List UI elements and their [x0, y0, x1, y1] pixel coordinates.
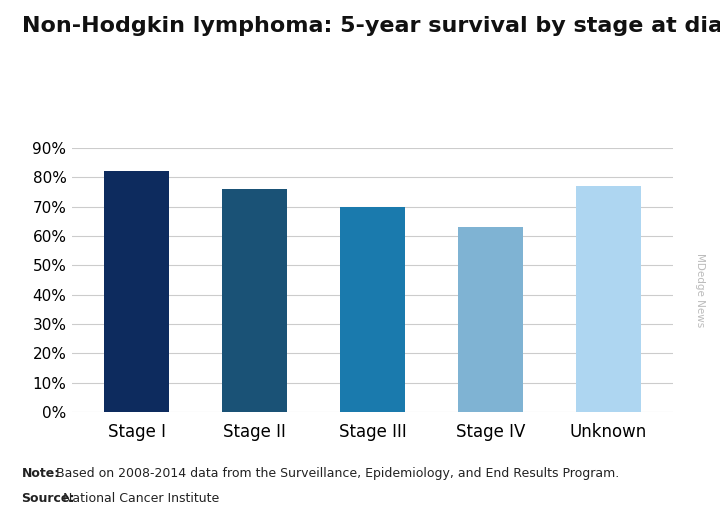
Text: Note:: Note: [22, 467, 60, 480]
Bar [458, 227, 523, 412]
Text: Source:: Source: [22, 492, 75, 505]
Text: MDedge News: MDedge News [695, 253, 705, 327]
Text: National Cancer Institute: National Cancer Institute [59, 492, 220, 505]
Text: Non-Hodgkin lymphoma: 5-year survival by stage at diagnosis: Non-Hodgkin lymphoma: 5-year survival by… [22, 16, 720, 36]
Bar [222, 189, 287, 412]
Bar [340, 206, 405, 412]
Bar [104, 171, 169, 412]
Text: Based on 2008-2014 data from the Surveillance, Epidemiology, and End Results Pro: Based on 2008-2014 data from the Surveil… [52, 467, 619, 480]
Bar [576, 186, 641, 412]
